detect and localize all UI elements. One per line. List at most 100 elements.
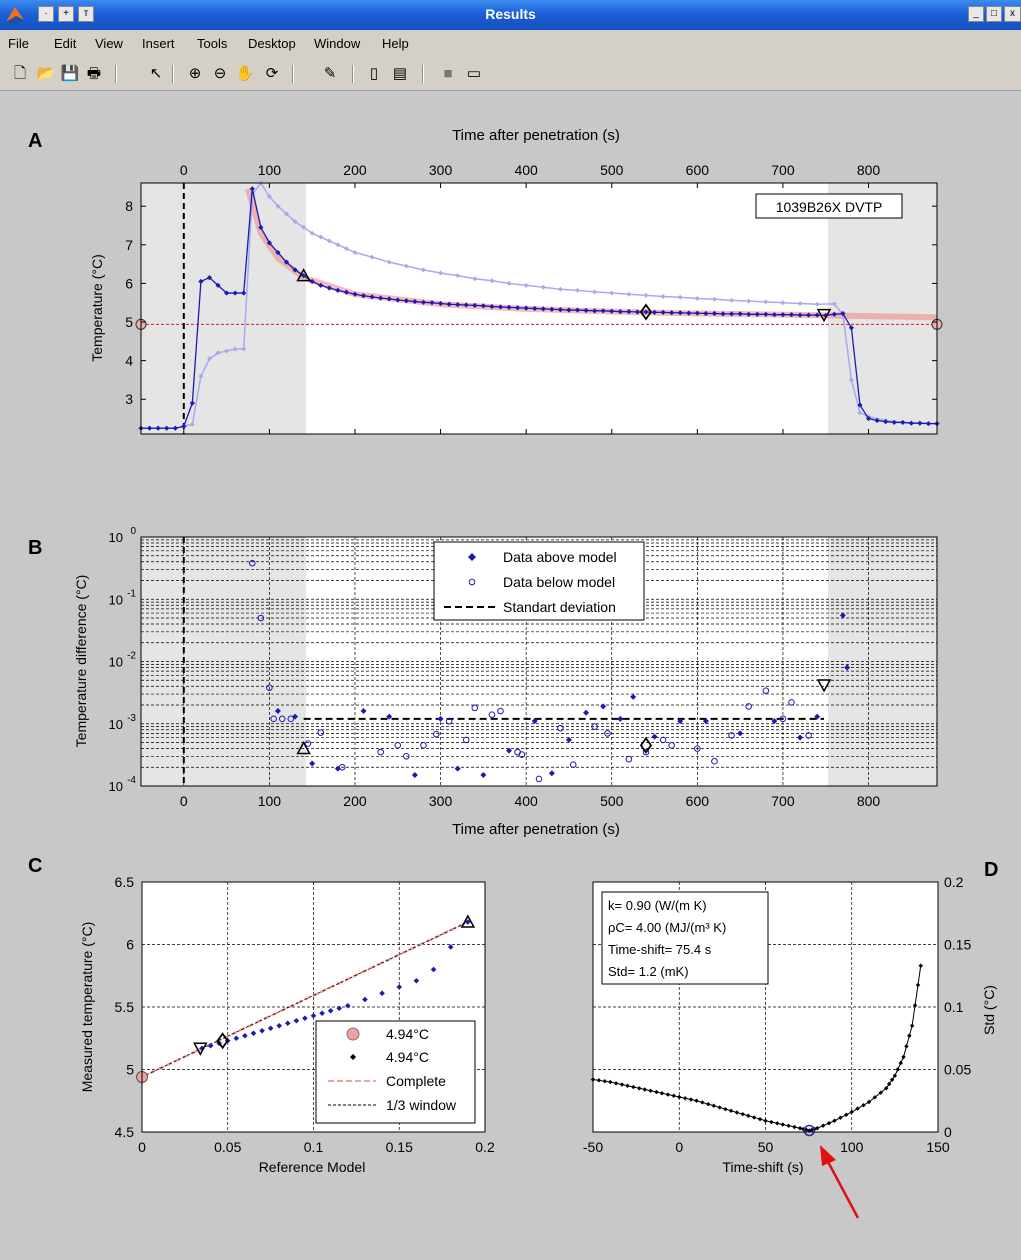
- temperature-data-point: [386, 296, 392, 302]
- colorbar-icon[interactable]: ▯: [369, 65, 379, 82]
- menu-desktop[interactable]: Desktop: [248, 36, 296, 51]
- shifted-data-point: [266, 194, 272, 200]
- legend-icon[interactable]: ▤: [392, 65, 408, 82]
- shifted-data-point: [318, 234, 324, 240]
- temperature-data-point: [515, 305, 521, 311]
- std-point: [909, 1023, 915, 1028]
- temperature-data-point: [292, 267, 298, 273]
- print-icon[interactable]: 🖶: [86, 65, 102, 82]
- window-end-triangle: [816, 679, 832, 693]
- std-point: [763, 1118, 768, 1123]
- shifted-data-point: [215, 350, 221, 356]
- shifted-data-point: [420, 267, 426, 273]
- shifted-data-point: [780, 300, 786, 306]
- temperature-data-point: [326, 285, 332, 291]
- window-mid-diamond: [639, 736, 653, 754]
- shifted-data-point: [309, 230, 315, 236]
- menu-window[interactable]: Window: [314, 36, 361, 51]
- hide-plot-tools-icon[interactable]: ■: [443, 65, 453, 82]
- a-ytick-label: 8: [125, 198, 133, 214]
- measured-point: [336, 1005, 343, 1012]
- temperature-data-point: [617, 308, 623, 315]
- minimize-button[interactable]: _: [968, 6, 984, 22]
- menu-file[interactable]: File: [8, 36, 29, 51]
- menu-insert[interactable]: Insert: [142, 36, 175, 51]
- above-model-point: [565, 736, 572, 743]
- titlebar-pin-button[interactable]: т: [78, 6, 94, 22]
- a-ytick-label: 3: [125, 391, 133, 407]
- temperature-data-point: [788, 312, 795, 318]
- std-point: [659, 1091, 665, 1096]
- std-point: [596, 1078, 602, 1083]
- temperature-data-point: [831, 311, 837, 317]
- shifted-data-point: [455, 273, 461, 279]
- std-point: [631, 1084, 636, 1090]
- d-xtick-label: 50: [758, 1139, 774, 1155]
- temperature-data-point: [763, 311, 769, 317]
- titlebar-dot-button[interactable]: ·: [38, 6, 54, 22]
- new-file-icon[interactable]: 🗋: [13, 65, 27, 82]
- pointer-arrow-icon[interactable]: ↖: [149, 65, 163, 82]
- legend-c-diamond-marker: [350, 1054, 356, 1060]
- std-point: [855, 1106, 860, 1111]
- temperature-data-point: [198, 278, 204, 285]
- b-xtick-label: 700: [771, 793, 795, 809]
- a-xtick-label: 800: [857, 162, 881, 178]
- shifted-data-point: [660, 294, 666, 300]
- std-point: [608, 1079, 613, 1085]
- a-xtick-label: 400: [514, 162, 538, 178]
- zoom-out-icon[interactable]: ⊖: [213, 65, 227, 82]
- below-model-point: [497, 707, 504, 715]
- below-model-point: [394, 742, 402, 749]
- panel-c-ticks: 0 0.05 0.1 0.15 0.2 4.5 5 5.5 6 6.5: [115, 874, 495, 1155]
- measured-point: [250, 1030, 257, 1037]
- shifted-data-point: [292, 219, 298, 225]
- below-model-point: [805, 732, 812, 739]
- info-line-rhoc: ρC= 4.00 (MJ/(m³ K): [608, 920, 726, 935]
- shifted-data-point: [763, 299, 769, 305]
- titlebar-up-button[interactable]: +: [58, 6, 74, 22]
- menu-view[interactable]: View: [95, 36, 123, 51]
- temperature-data-point: [549, 306, 555, 312]
- b-xtick-label: 100: [258, 793, 282, 809]
- above-model-point: [309, 760, 316, 767]
- b-xtick-label: 500: [600, 793, 624, 809]
- data-cursor-icon[interactable]: ✎: [323, 65, 337, 82]
- temperature-data-point: [181, 423, 187, 429]
- pan-hand-icon[interactable]: ✋: [235, 65, 255, 82]
- std-point: [915, 982, 921, 988]
- temperature-data-point: [720, 311, 726, 317]
- below-model-point: [317, 729, 325, 736]
- c-ytick-label: 6.5: [115, 874, 135, 890]
- temperature-data-point: [446, 301, 452, 307]
- rotate-3d-icon[interactable]: ⟳: [265, 65, 279, 82]
- menu-tools[interactable]: Tools: [197, 36, 228, 51]
- maximize-button[interactable]: □: [986, 6, 1002, 22]
- below-model-point: [445, 717, 453, 725]
- d-ytick-label: 0.05: [944, 1062, 971, 1078]
- below-model-point: [248, 559, 256, 567]
- show-plot-tools-icon[interactable]: ▭: [466, 65, 482, 82]
- below-model-point: [518, 751, 526, 758]
- zoom-in-icon[interactable]: ⊕: [188, 65, 202, 82]
- c-xtick-label: 0: [138, 1139, 146, 1155]
- temperature-data-point: [360, 293, 367, 299]
- open-folder-icon[interactable]: 📂: [36, 65, 56, 82]
- save-icon[interactable]: 💾: [60, 65, 80, 82]
- std-point: [889, 1077, 895, 1082]
- shifted-data-point: [557, 286, 563, 292]
- menu-edit[interactable]: Edit: [54, 36, 77, 51]
- toolbar-separator: [292, 65, 294, 83]
- panel-c-letter: C: [28, 855, 42, 877]
- temperature-data-point: [651, 309, 658, 315]
- d-ytick-label: 0.2: [944, 874, 964, 890]
- close-button[interactable]: x: [1004, 6, 1021, 22]
- shifted-data-point: [711, 296, 717, 302]
- std-point: [688, 1097, 694, 1102]
- axes-c-box: [141, 881, 486, 1133]
- b-xtick-label: 600: [686, 793, 710, 809]
- shifted-data-point: [343, 246, 349, 252]
- shifted-data-point: [609, 290, 615, 296]
- std-point: [751, 1115, 757, 1120]
- menu-help[interactable]: Help: [382, 36, 409, 51]
